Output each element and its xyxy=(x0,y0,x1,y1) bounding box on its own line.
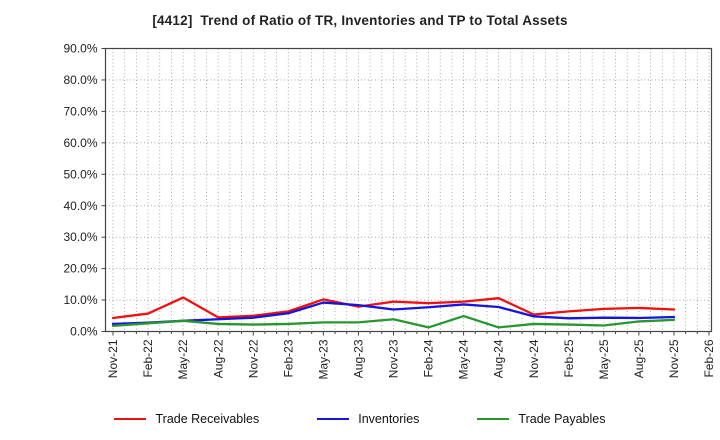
x-tick-label: May-24 xyxy=(457,339,471,379)
x-tick-label: Feb-26 xyxy=(702,339,716,377)
x-tick-label: Aug-24 xyxy=(492,339,506,378)
x-tick-label: Aug-23 xyxy=(351,339,365,378)
series-line-inventories xyxy=(111,301,676,326)
x-tick-label: Nov-24 xyxy=(527,339,541,378)
y-tick-label: 90.0% xyxy=(63,42,97,56)
x-tick-label: May-25 xyxy=(597,339,611,379)
y-tick-label: 70.0% xyxy=(63,104,97,118)
x-tick-label: May-23 xyxy=(316,339,330,379)
y-tick-label: 40.0% xyxy=(63,199,97,213)
legend-item-trade-receivables: Trade Receivables xyxy=(114,412,259,426)
x-tick-label: Nov-21 xyxy=(106,339,120,378)
plot-border xyxy=(104,47,713,333)
x-tick-label: Aug-22 xyxy=(211,339,225,378)
legend-label: Inventories xyxy=(358,412,420,426)
y-tick-label: 20.0% xyxy=(63,262,97,276)
legend-line-swatch-blue xyxy=(317,418,350,420)
x-tick-label: Feb-23 xyxy=(281,339,295,377)
x-tick-label: May-22 xyxy=(176,339,190,379)
x-tick-label: Nov-22 xyxy=(246,339,260,378)
y-tick-label: 80.0% xyxy=(63,73,97,87)
legend-line-swatch-red xyxy=(114,418,147,420)
legend-item-trade-payables: Trade Payables xyxy=(477,412,606,426)
x-tick-label: Nov-23 xyxy=(387,339,401,378)
y-tick-label: 0.0% xyxy=(70,325,98,339)
y-tick-label: 10.0% xyxy=(63,293,97,307)
y-tick-label: 60.0% xyxy=(63,136,97,150)
chart-title: [4412] Trend of Ratio of TR, Inventories… xyxy=(152,13,568,28)
y-tick-label: 30.0% xyxy=(63,230,97,244)
chart-legend: Trade Receivables Inventories Trade Paya… xyxy=(0,412,720,426)
x-tick-label: Feb-25 xyxy=(562,339,576,377)
x-tick-label: Feb-24 xyxy=(422,339,436,377)
x-tick-label: Feb-22 xyxy=(141,339,155,377)
legend-line-swatch-green xyxy=(477,418,510,420)
y-tick-label: 50.0% xyxy=(63,167,97,181)
series-line-trade-payables xyxy=(111,314,676,329)
legend-item-inventories: Inventories xyxy=(317,412,419,426)
series-line-trade-receivables xyxy=(111,296,676,320)
legend-label: Trade Receivables xyxy=(155,412,260,426)
legend-label: Trade Payables xyxy=(518,412,606,426)
x-tick-label: Aug-25 xyxy=(632,339,646,378)
x-tick-label: Nov-25 xyxy=(667,339,681,378)
